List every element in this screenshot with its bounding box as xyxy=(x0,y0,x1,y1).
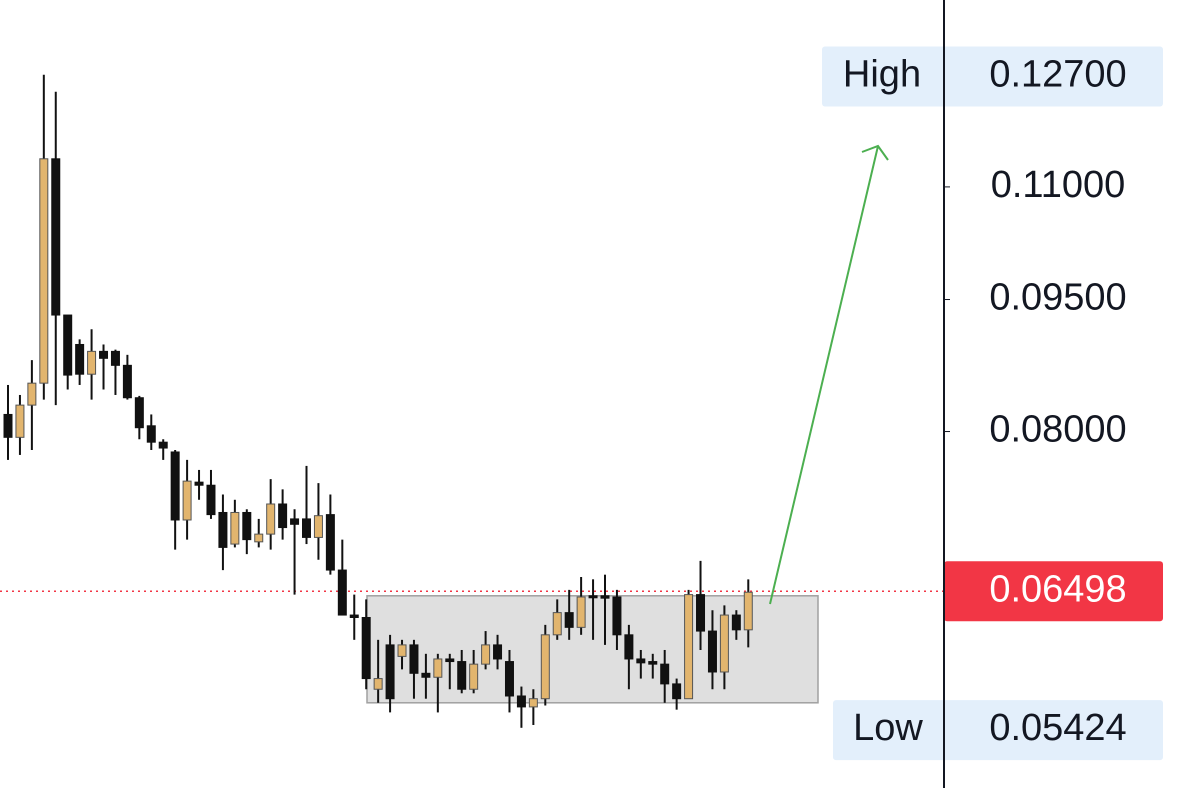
candle-body xyxy=(433,658,443,678)
candle-body xyxy=(87,350,97,375)
candle-body xyxy=(3,413,13,438)
candle-body xyxy=(469,663,479,690)
candle-body xyxy=(481,644,491,665)
candle-body xyxy=(242,511,252,541)
candle-body xyxy=(110,350,120,366)
candle-body xyxy=(648,661,658,665)
candle-body xyxy=(636,658,646,664)
candle-body xyxy=(349,614,359,618)
candle-body xyxy=(528,698,538,708)
candle-body xyxy=(672,683,682,700)
high-label: High xyxy=(843,54,921,96)
candle-body xyxy=(51,158,61,316)
candle-body xyxy=(230,511,240,545)
candle-body xyxy=(576,596,586,628)
candle-body xyxy=(313,515,323,538)
candle-body xyxy=(660,663,670,685)
candle-body xyxy=(325,514,335,571)
candle-body xyxy=(397,644,407,657)
candle-body xyxy=(75,343,85,375)
candle-body xyxy=(158,441,168,449)
candle-body xyxy=(15,404,25,438)
candle-body xyxy=(254,533,264,543)
candle-body xyxy=(624,634,634,660)
candle-body xyxy=(122,364,132,399)
high-badge xyxy=(822,46,1163,107)
candle-body xyxy=(290,518,300,525)
y-tick-label: 0.09500 xyxy=(989,277,1126,319)
projection-arrow xyxy=(769,144,889,605)
candle-body xyxy=(564,612,574,628)
low-badge xyxy=(833,700,1163,761)
candle-body xyxy=(27,382,37,406)
candle-body xyxy=(134,397,144,429)
candle-body xyxy=(493,644,503,660)
candle-body xyxy=(99,350,109,359)
candle-body xyxy=(63,314,73,376)
candle-body xyxy=(302,518,311,538)
candle-body xyxy=(218,511,228,548)
y-tick-label: 0.08000 xyxy=(989,409,1126,451)
candle-body xyxy=(266,503,276,535)
candle-body xyxy=(552,612,562,636)
candle-body xyxy=(337,569,347,616)
candle-body xyxy=(421,672,431,678)
arrow-shaft xyxy=(769,145,879,605)
candle-body xyxy=(457,661,467,690)
candle-body xyxy=(361,616,371,680)
candle-body xyxy=(719,614,729,673)
candle-body xyxy=(516,695,526,708)
candle-body xyxy=(278,503,288,529)
candle-body xyxy=(540,634,550,700)
candle-body xyxy=(504,661,514,697)
candle-body xyxy=(146,425,156,443)
candle-body xyxy=(612,596,622,636)
candle-body xyxy=(600,595,610,599)
candle-body xyxy=(743,591,753,631)
candle-body xyxy=(385,644,395,700)
arrow-head xyxy=(861,144,889,161)
candle-body xyxy=(170,451,180,521)
candle-body xyxy=(696,594,706,632)
candle-body xyxy=(588,595,598,599)
candle-body xyxy=(373,678,383,690)
high-value: 0.12700 xyxy=(989,54,1126,96)
candle-body xyxy=(707,630,717,673)
candle-body xyxy=(194,481,204,486)
candle-body xyxy=(684,594,694,700)
last-price-badge xyxy=(944,561,1163,622)
candle-body xyxy=(182,480,192,521)
y-tick-label: 0.11000 xyxy=(991,164,1126,206)
candle-body xyxy=(445,658,455,663)
candle-body xyxy=(731,614,741,631)
candle-body xyxy=(206,484,216,516)
low-value: 0.05424 xyxy=(989,707,1126,749)
candle-body xyxy=(409,644,419,674)
low-label: Low xyxy=(853,707,923,749)
last-price-label: 0.06498 xyxy=(989,568,1126,610)
candle-body xyxy=(39,158,49,384)
